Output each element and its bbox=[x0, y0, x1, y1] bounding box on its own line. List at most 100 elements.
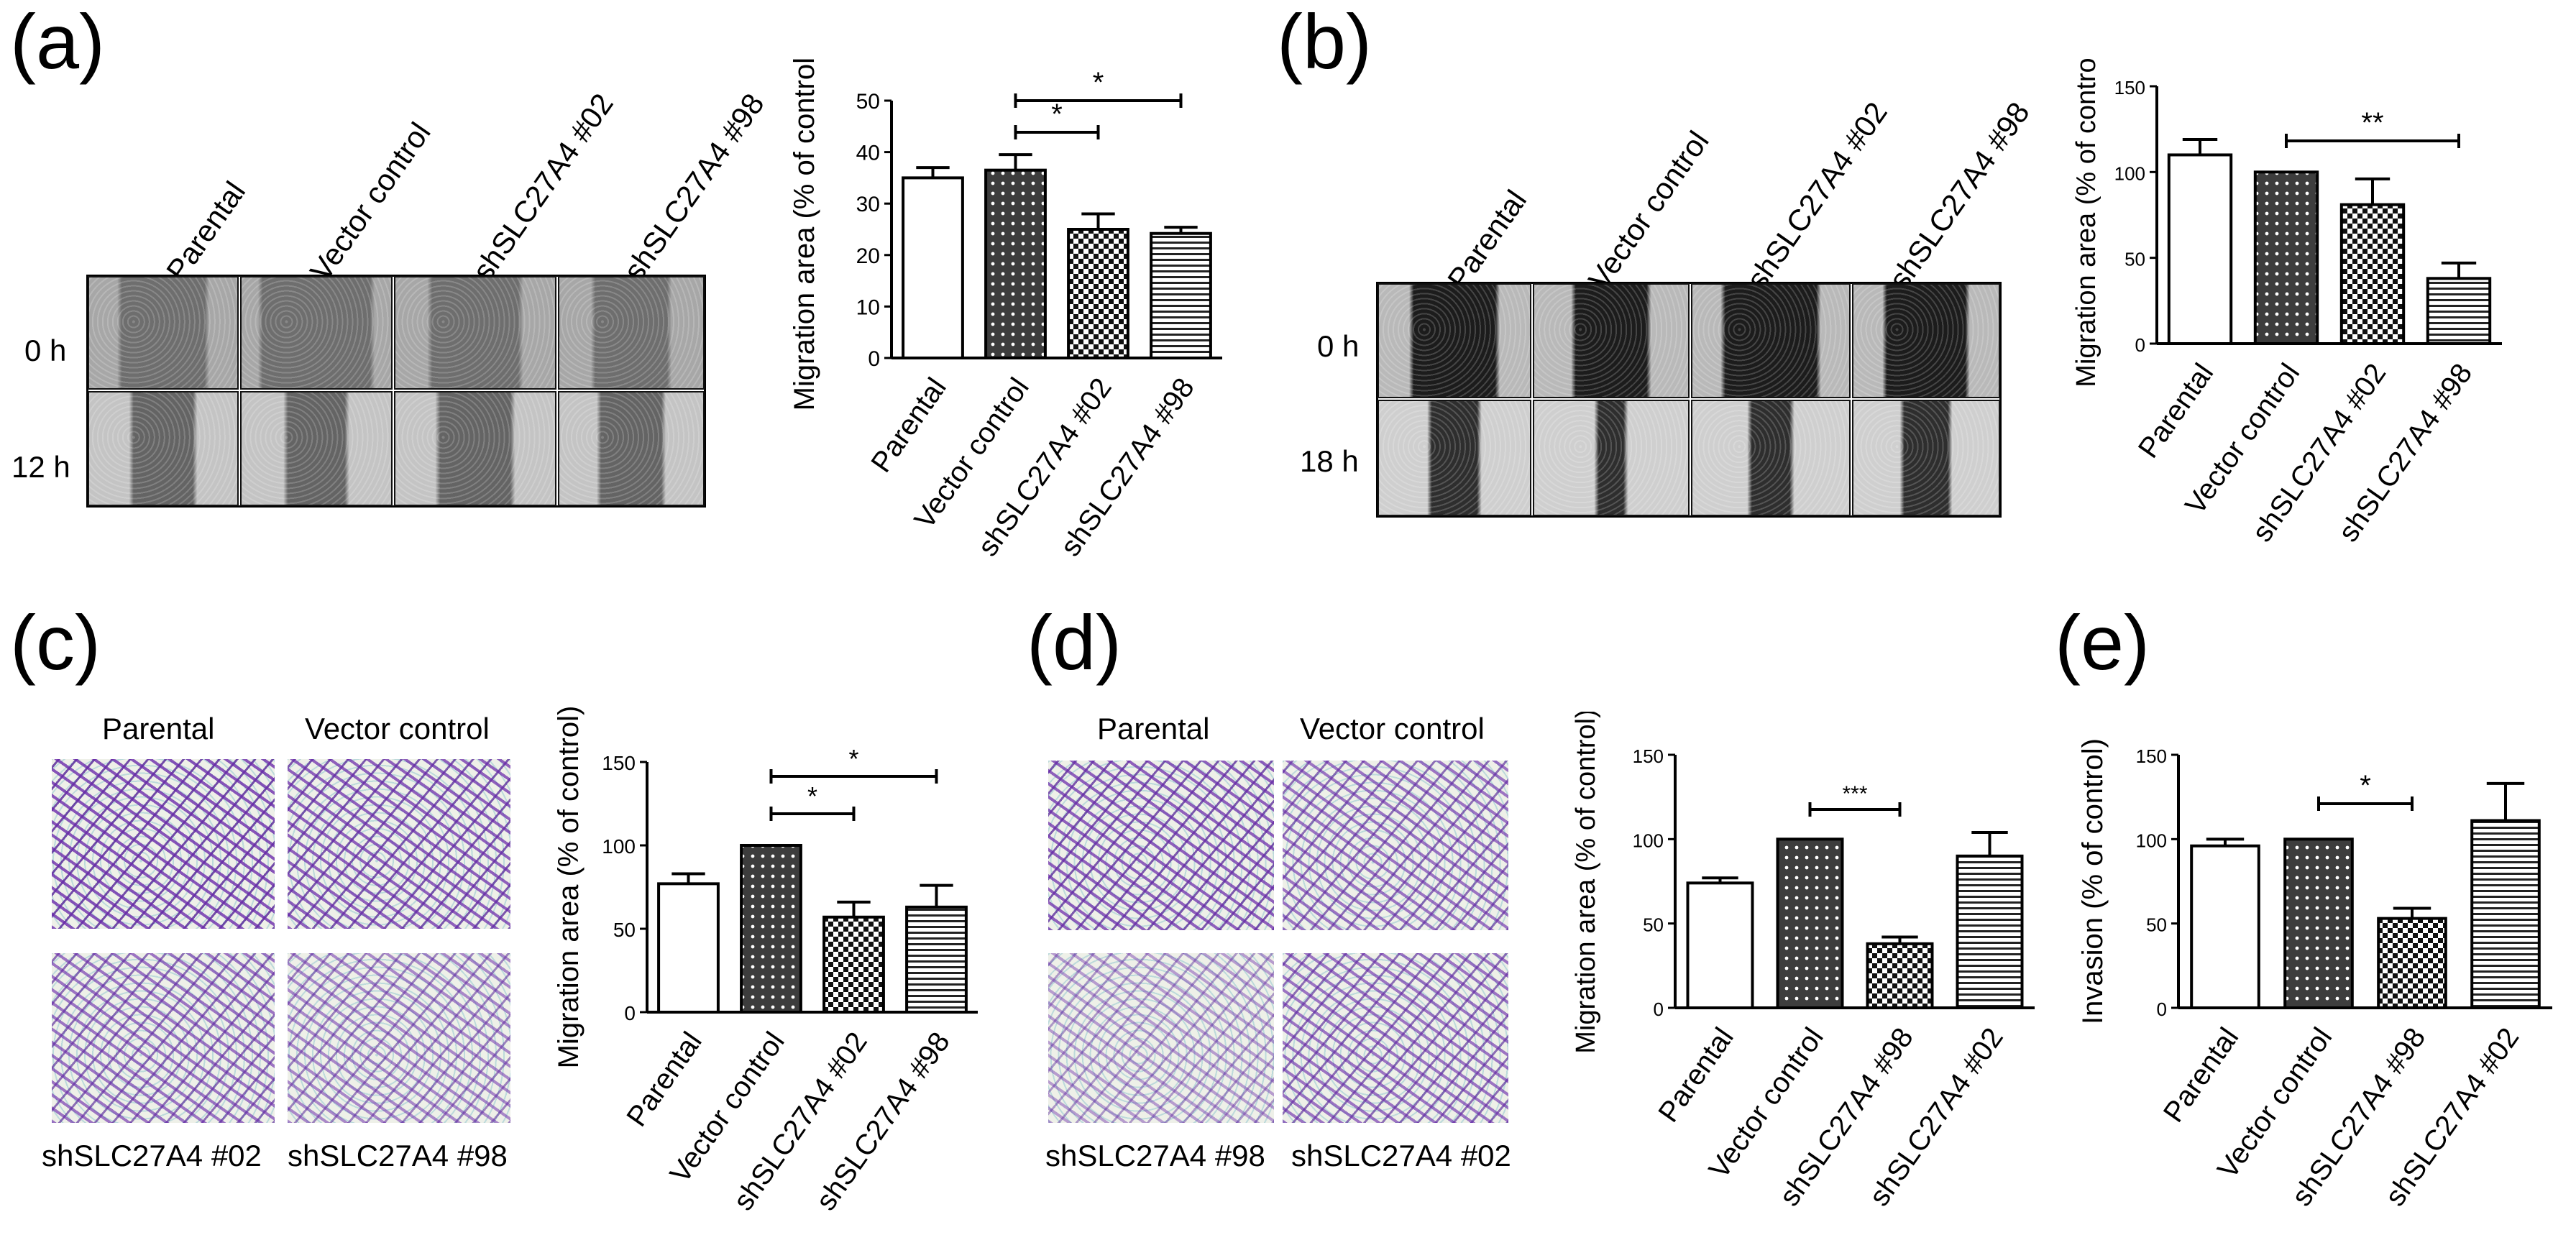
panel-b-time-label: 0 h bbox=[1317, 329, 1360, 363]
significance-label: ** bbox=[2361, 107, 2383, 139]
panel-a-condition-label: shSLC27A4 #98 bbox=[617, 87, 771, 287]
significance-label: *** bbox=[1842, 782, 1867, 806]
x-category-label: Parental bbox=[1652, 1022, 1739, 1128]
panel-d-bar-chart: 0 50 100 150 Migration area (% of control) Pa… bbox=[1571, 712, 2035, 1212]
panel-c-bar-chart: 0 50 100 150 Migration area (% of control) Pa… bbox=[553, 706, 978, 1216]
y-tick-label: 0 bbox=[1654, 998, 1664, 1020]
panel-a-image-0h bbox=[88, 276, 239, 390]
panel-b-image-18h bbox=[1378, 400, 1531, 516]
panel-a-image-12h bbox=[88, 391, 239, 506]
bar bbox=[657, 882, 720, 1014]
panel-b-condition-label: shSLC27A4 #02 bbox=[1740, 96, 1894, 295]
panel-b-image-18h bbox=[1852, 400, 2000, 516]
panel-c-image-label: Vector control bbox=[305, 712, 490, 745]
panel-c-image bbox=[52, 759, 275, 929]
y-tick-label: 20 bbox=[856, 244, 880, 268]
significance-label: * bbox=[1093, 67, 1104, 98]
bar bbox=[1956, 854, 2024, 1009]
y-tick-label: 0 bbox=[2135, 334, 2145, 356]
panel-c-image-label: shSLC27A4 #02 bbox=[42, 1139, 262, 1172]
panel-b-image-0h bbox=[1533, 283, 1690, 398]
panel-a-time-label: 12 h bbox=[12, 450, 70, 484]
panel-b-condition-label: shSLC27A4 #98 bbox=[1882, 96, 2036, 295]
y-tick-label: 150 bbox=[2114, 77, 2145, 98]
y-tick-label: 100 bbox=[602, 835, 636, 858]
panel-b-image-0h bbox=[1378, 283, 1531, 398]
panel-d-image bbox=[1048, 761, 1274, 930]
bar bbox=[902, 176, 964, 359]
y-tick-label: 0 bbox=[2157, 998, 2167, 1020]
bar bbox=[1866, 942, 1934, 1009]
panel-b-image-0h bbox=[1691, 283, 1851, 398]
bar bbox=[1776, 837, 1844, 1009]
bar bbox=[2283, 837, 2354, 1009]
panel-c-letter: (c) bbox=[10, 599, 101, 686]
significance-label: * bbox=[848, 744, 858, 773]
y-axis-label: Invasion (% of control) bbox=[2077, 738, 2109, 1024]
panel-b-image-18h bbox=[1533, 400, 1690, 516]
panel-a-condition-label: Parental bbox=[160, 175, 252, 287]
panel-a-image-12h bbox=[558, 391, 705, 506]
y-axis-label: Migration area (% of control) bbox=[1571, 712, 1601, 1054]
panel-c-image bbox=[288, 759, 510, 929]
y-tick-label: 50 bbox=[2124, 249, 2145, 270]
bar bbox=[1150, 231, 1212, 359]
panel-a-image-0h bbox=[394, 276, 556, 390]
panel-d-letter: (d) bbox=[1027, 599, 1122, 686]
panel-a-bar-chart: 0 10 20 30 40 50 Migration area (% of control)… bbox=[789, 58, 1222, 562]
y-tick-label: 100 bbox=[2136, 830, 2167, 851]
panel-a-letter: (a) bbox=[10, 0, 105, 85]
y-axis-label: Migration area (% of control) bbox=[553, 706, 585, 1069]
y-tick-label: 40 bbox=[856, 142, 880, 165]
bar bbox=[984, 168, 1047, 359]
panel-a-image-12h bbox=[394, 391, 556, 506]
bar bbox=[2190, 844, 2260, 1009]
panel-d-image bbox=[1283, 953, 1508, 1123]
panel-b-bar-chart: 0 50 100 150 Migration area (% of control) Pa… bbox=[2071, 58, 2502, 548]
y-axis-label: Migration area (% of control) bbox=[789, 58, 820, 410]
bar bbox=[905, 905, 968, 1014]
panel-b-image-18h bbox=[1691, 400, 1851, 516]
significance-label: * bbox=[1051, 98, 1063, 130]
panel-a-image-0h bbox=[240, 276, 393, 390]
panel-a-time-label: 0 h bbox=[24, 334, 67, 367]
y-tick-label: 50 bbox=[856, 90, 880, 114]
panel-a-condition-label: shSLC27A4 #02 bbox=[466, 87, 620, 287]
panel-b-condition-label: Parental bbox=[1441, 183, 1534, 295]
panel-a-condition-label: Vector control bbox=[303, 116, 437, 287]
bar bbox=[2426, 277, 2492, 346]
y-tick-label: 50 bbox=[1643, 914, 1664, 936]
y-tick-label: 150 bbox=[2136, 745, 2167, 767]
panel-b-letter: (b) bbox=[1277, 0, 1372, 85]
panel-d-image-label: shSLC27A4 #02 bbox=[1291, 1139, 1511, 1172]
y-tick-label: 10 bbox=[856, 295, 880, 319]
y-tick-label: 100 bbox=[1633, 830, 1664, 851]
panel-c-image bbox=[288, 953, 510, 1123]
y-tick-label: 150 bbox=[602, 752, 636, 774]
bar bbox=[2167, 153, 2233, 345]
y-tick-label: 0 bbox=[868, 347, 880, 371]
panel-a-image-0h bbox=[558, 276, 705, 390]
panel-c-image-label: Parental bbox=[102, 712, 215, 745]
panel-b-time-label: 18 h bbox=[1300, 444, 1359, 478]
panel-e-bar-chart: 0 50 100 150 Invasion (% of control) Parental… bbox=[2077, 738, 2552, 1212]
panel-c-image bbox=[52, 953, 275, 1123]
y-tick-label: 100 bbox=[2114, 162, 2145, 184]
significance-label: * bbox=[807, 781, 817, 811]
x-category-label: Parental bbox=[865, 372, 952, 478]
panel-d-image bbox=[1283, 761, 1508, 930]
panel-d-image-label: shSLC27A4 #98 bbox=[1045, 1139, 1265, 1172]
y-tick-label: 50 bbox=[613, 919, 636, 941]
panel-b-condition-label: Vector control bbox=[1582, 124, 1715, 295]
significance-label: * bbox=[2360, 770, 2371, 802]
panel-b-image-0h bbox=[1852, 283, 2000, 398]
x-category-label: Parental bbox=[620, 1027, 707, 1132]
panel-c-image-label: shSLC27A4 #98 bbox=[288, 1139, 508, 1172]
bar bbox=[2377, 917, 2447, 1010]
y-tick-label: 150 bbox=[1633, 745, 1664, 767]
bar bbox=[1067, 228, 1129, 359]
panel-d-image-label: Vector control bbox=[1300, 712, 1485, 745]
y-tick-label: 30 bbox=[856, 193, 880, 216]
y-axis-label: Migration area (% of control) bbox=[2071, 58, 2101, 387]
bar bbox=[740, 844, 802, 1014]
